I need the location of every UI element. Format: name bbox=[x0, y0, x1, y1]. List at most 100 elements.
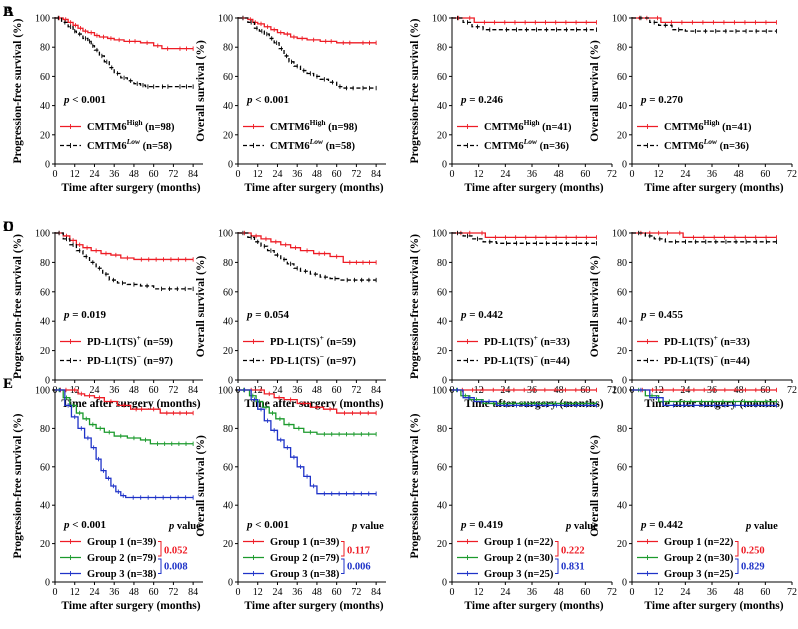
y-tick-label: 40 bbox=[437, 101, 447, 112]
y-tick-label: 80 bbox=[40, 424, 50, 435]
survival-curve-3 bbox=[238, 389, 377, 495]
y-tick-label: 80 bbox=[223, 258, 233, 269]
x-tick-label: 12 bbox=[253, 587, 263, 598]
y-tick-label: 100 bbox=[612, 14, 627, 25]
legend-label: CMTM6High (n=41) bbox=[664, 118, 752, 133]
y-tick-label: 100 bbox=[432, 14, 447, 25]
y-axis-title: Progression-free survival (%) bbox=[409, 18, 421, 163]
pvalue-top: 0.117 bbox=[347, 546, 370, 557]
x-tick-label: 84 bbox=[371, 169, 381, 180]
y-tick-label: 40 bbox=[617, 501, 627, 512]
y-tick-label: 40 bbox=[437, 501, 447, 512]
p-value-header: p value bbox=[168, 521, 201, 532]
km-panel-b2: 0 20 40 60 80 100 0 12 24 36 48 60 72 Time after surg… bbox=[589, 14, 797, 195]
p-value-header: p value bbox=[351, 521, 384, 532]
x-tick-label: 84 bbox=[188, 587, 198, 598]
y-tick-label: 60 bbox=[437, 287, 447, 298]
survival-curve-1 bbox=[55, 17, 194, 50]
x-tick-label: 0 bbox=[53, 169, 58, 180]
x-tick-label: 36 bbox=[292, 385, 302, 396]
x-tick-label: 60 bbox=[580, 169, 590, 180]
legend-label: PD-L1(TS)+ (n=59) bbox=[87, 333, 173, 348]
y-tick-label: 60 bbox=[223, 72, 233, 83]
x-tick-label: 48 bbox=[129, 169, 139, 180]
x-tick-label: 0 bbox=[236, 169, 241, 180]
legend-label: Group 2 (n=79) bbox=[270, 553, 340, 564]
x-tick-label: 24 bbox=[272, 587, 282, 598]
survival-curve-1 bbox=[238, 389, 377, 414]
x-axis-title: Time after surgery (months) bbox=[244, 182, 383, 194]
legend-label: CMTM6Low (n=58) bbox=[270, 137, 355, 152]
y-axis-title: Progression-free survival (%) bbox=[12, 413, 24, 558]
y-tick-label: 20 bbox=[40, 130, 50, 141]
x-tick-label: 12 bbox=[253, 169, 263, 180]
y-tick-label: 80 bbox=[223, 43, 233, 54]
legend-label: Group 3 (n=25) bbox=[664, 569, 734, 580]
x-tick-label: 60 bbox=[332, 587, 342, 598]
y-tick-label: 0 bbox=[442, 160, 447, 171]
y-tick-label: 60 bbox=[617, 462, 627, 473]
legend-label: CMTM6Low (n=36) bbox=[664, 137, 749, 152]
y-tick-label: 80 bbox=[437, 258, 447, 269]
survival-curve-1 bbox=[632, 17, 777, 24]
panel-label: F bbox=[3, 376, 12, 392]
p-value-text: p < 0.001 bbox=[63, 519, 106, 531]
y-tick-label: 60 bbox=[223, 287, 233, 298]
pvalue-bottom: 0.829 bbox=[741, 562, 765, 573]
p-value-header: p value bbox=[565, 521, 598, 532]
survival-curve-1 bbox=[238, 232, 377, 264]
legend-label: Group 1 (n=39) bbox=[87, 537, 157, 548]
panel-label: E bbox=[3, 376, 13, 392]
x-tick-label: 36 bbox=[292, 587, 302, 598]
y-tick-label: 80 bbox=[40, 258, 50, 269]
x-tick-label: 24 bbox=[89, 587, 99, 598]
x-tick-label: 24 bbox=[272, 169, 282, 180]
y-tick-label: 20 bbox=[40, 539, 50, 550]
bracket-bottom bbox=[555, 558, 559, 574]
pvalue-top: 0.250 bbox=[741, 546, 765, 557]
x-tick-label: 60 bbox=[332, 169, 342, 180]
x-tick-label: 72 bbox=[351, 587, 361, 598]
x-tick-label: 72 bbox=[607, 169, 617, 180]
y-tick-label: 60 bbox=[437, 72, 447, 83]
y-tick-label: 80 bbox=[223, 424, 233, 435]
panel-label: A bbox=[3, 4, 14, 20]
survival-curve-3 bbox=[452, 389, 597, 407]
panel-label: D bbox=[3, 219, 14, 235]
y-tick-label: 0 bbox=[228, 376, 233, 387]
x-tick-label: 12 bbox=[70, 169, 80, 180]
x-tick-label: 12 bbox=[474, 587, 484, 598]
x-tick-label: 72 bbox=[168, 385, 178, 396]
x-tick-label: 0 bbox=[450, 587, 455, 598]
legend-label: Group 3 (n=38) bbox=[87, 569, 157, 580]
bracket-bottom bbox=[735, 558, 739, 574]
p-value-header: p value bbox=[745, 521, 778, 532]
x-tick-label: 24 bbox=[89, 169, 99, 180]
bracket-bottom bbox=[341, 558, 345, 574]
p-value-text: p = 0.246 bbox=[460, 94, 504, 106]
x-tick-label: 12 bbox=[474, 169, 484, 180]
bracket-top bbox=[735, 541, 739, 557]
x-axis-title: Time after surgery (months) bbox=[61, 398, 200, 410]
x-axis-title: Time after surgery (months) bbox=[61, 600, 200, 612]
bracket-bottom bbox=[158, 558, 162, 574]
x-axis-title: Time after surgery (months) bbox=[644, 600, 783, 612]
x-tick-label: 36 bbox=[527, 587, 537, 598]
legend-label: PD-L1(TS)+ (n=33) bbox=[484, 333, 570, 348]
x-tick-label: 60 bbox=[149, 587, 159, 598]
y-tick-label: 80 bbox=[617, 258, 627, 269]
survival-curve-2 bbox=[238, 17, 377, 89]
y-tick-label: 0 bbox=[442, 578, 447, 589]
y-axis-title: Overall survival (%) bbox=[195, 40, 207, 142]
x-tick-label: 48 bbox=[554, 169, 564, 180]
p-value-text: p < 0.001 bbox=[63, 94, 106, 106]
x-tick-label: 48 bbox=[734, 587, 744, 598]
y-tick-label: 20 bbox=[40, 346, 50, 357]
legend-label: Group 3 (n=38) bbox=[270, 569, 340, 580]
y-tick-label: 60 bbox=[223, 462, 233, 473]
x-tick-label: 84 bbox=[371, 587, 381, 598]
bracket-top bbox=[555, 541, 559, 557]
x-tick-label: 36 bbox=[707, 587, 717, 598]
